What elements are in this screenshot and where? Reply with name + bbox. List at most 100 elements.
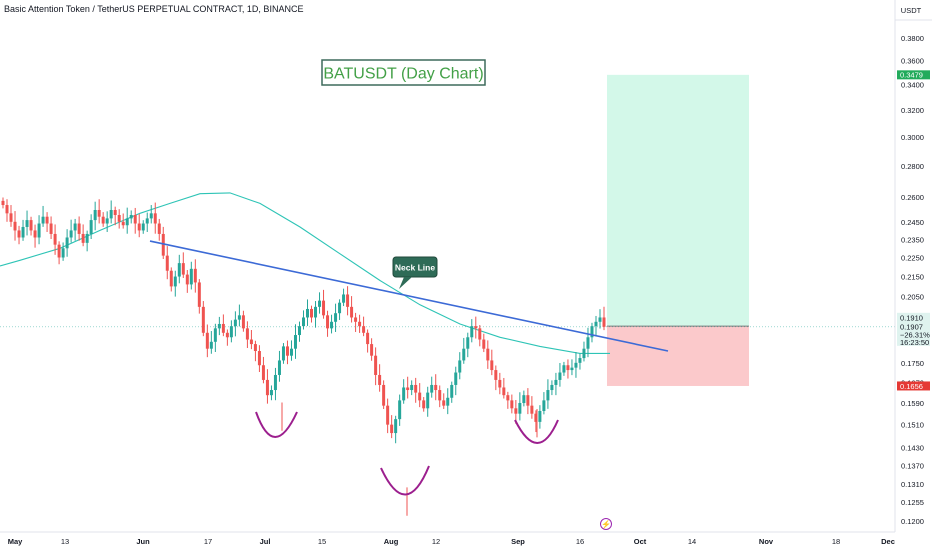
candle: [21, 219, 25, 241]
candle: [49, 216, 53, 240]
candle: [414, 377, 418, 403]
candle-body: [470, 326, 474, 338]
candle: [402, 379, 406, 404]
stop-zone: [607, 326, 749, 386]
candle-body: [430, 384, 434, 393]
neck-line: [149, 240, 669, 352]
candle-body: [542, 400, 546, 411]
candle: [490, 349, 494, 376]
candle: [398, 394, 402, 426]
candle-body: [602, 317, 606, 327]
candle: [69, 219, 73, 243]
time-tick-label: Dec: [881, 537, 895, 546]
candle-body: [69, 230, 73, 238]
candle-body: [25, 220, 29, 227]
target-price-tag-bg: [897, 70, 930, 80]
price-tick-label: 0.1430: [901, 443, 924, 452]
candle: [257, 345, 261, 372]
candle-body: [297, 326, 301, 336]
bar-countdown: 16:23:50: [900, 338, 929, 347]
candle-body: [277, 360, 281, 375]
candle-body: [570, 367, 574, 371]
candle-body: [177, 263, 181, 277]
candle: [101, 212, 105, 227]
candle: [418, 383, 422, 408]
current-price-tag: 0.1907: [900, 322, 923, 331]
time-tick-label: Oct: [634, 537, 647, 546]
candle-body: [57, 244, 61, 258]
chart-title-box: BATUSDT (Day Chart): [321, 59, 486, 86]
candle: [474, 316, 478, 339]
candle: [602, 306, 606, 331]
candle-body: [598, 317, 602, 322]
candle: [306, 299, 310, 326]
time-tick-label: Jun: [136, 537, 150, 546]
candle: [245, 321, 249, 349]
candle: [562, 361, 566, 376]
price-tick-label: 0.3400: [901, 80, 924, 89]
price-axis-bg: [895, 0, 932, 550]
candle: [293, 324, 297, 359]
candle-body: [526, 395, 530, 406]
candle-body: [165, 255, 169, 271]
candle: [430, 376, 434, 398]
candle-body: [406, 387, 410, 391]
candle: [197, 279, 201, 314]
time-tick-label: Aug: [384, 537, 399, 546]
candle: [149, 205, 153, 224]
candle-body: [145, 218, 149, 224]
entry-price-tag: 0.1910: [900, 313, 923, 322]
price-tick-label: 0.1750: [901, 359, 924, 368]
candle-body: [458, 360, 462, 373]
candle-body: [546, 390, 550, 401]
candle: [554, 372, 558, 396]
candle-body: [494, 370, 498, 380]
candle-body: [342, 294, 346, 303]
candle: [370, 338, 374, 361]
candle: [302, 310, 305, 330]
candle-body: [502, 387, 506, 396]
candle-body: [141, 223, 145, 231]
price-tick-label: 0.1310: [901, 480, 924, 489]
candle: [265, 369, 269, 404]
candle-body: [550, 384, 554, 391]
candle-body: [402, 387, 406, 401]
candle: [189, 261, 193, 290]
candle-body: [474, 326, 478, 329]
candle-body: [5, 205, 9, 214]
candle: [29, 216, 33, 236]
candle-body: [554, 379, 558, 385]
candle-body: [394, 419, 398, 434]
candle-body: [354, 317, 358, 322]
candle-body: [21, 226, 25, 238]
time-tick-label: 17: [204, 537, 212, 546]
candle-body: [113, 209, 117, 216]
candle: [530, 396, 534, 419]
candle-body: [370, 344, 374, 356]
candle-body: [261, 365, 265, 380]
price-tick-label: 0.1255: [901, 498, 924, 507]
candle: [137, 213, 141, 238]
candle-body: [434, 384, 438, 391]
candle: [41, 205, 45, 227]
candle-body: [245, 328, 249, 340]
candle: [598, 309, 602, 329]
candle: [526, 388, 530, 415]
candle: [125, 207, 129, 234]
candle-body: [189, 268, 193, 285]
candle: [253, 340, 257, 362]
candle-body: [193, 268, 197, 283]
candle: [277, 350, 281, 382]
event-icon-circle: [600, 518, 612, 530]
candle-body: [73, 223, 77, 231]
candle: [498, 372, 502, 395]
candle-body: [213, 328, 217, 342]
neck-line-pointer: [399, 277, 412, 289]
candle-body: [53, 233, 57, 245]
candle: [85, 230, 89, 252]
chart-header: Basic Attention Token / TetherUS PERPETU…: [4, 4, 304, 14]
candle: [141, 220, 145, 234]
candle: [157, 218, 161, 241]
